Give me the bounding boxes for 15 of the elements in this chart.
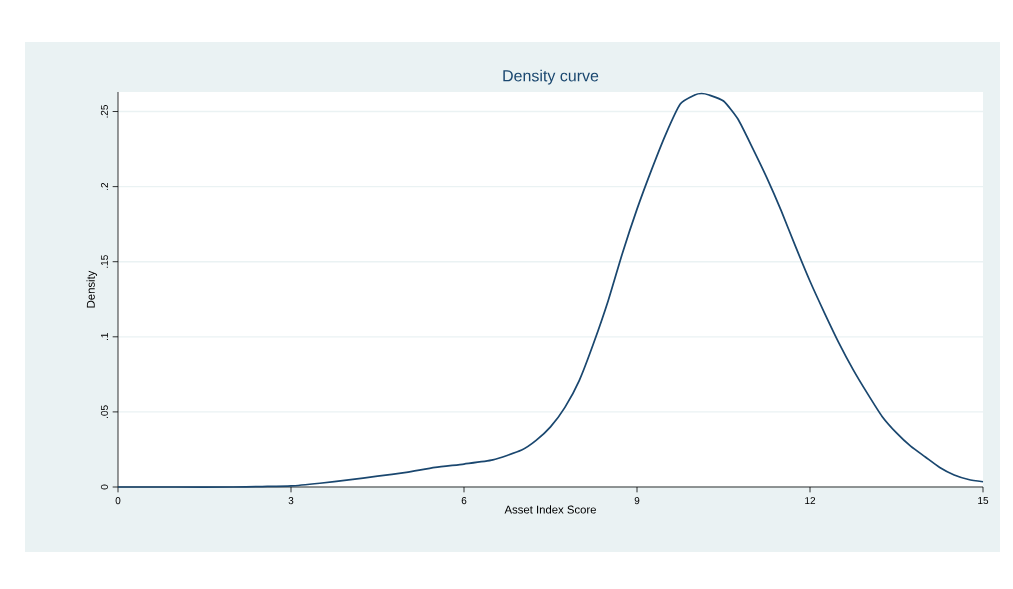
y-tick-label: .05 bbox=[100, 405, 108, 418]
y-tick-label: 0 bbox=[100, 484, 108, 490]
x-axis-title: Asset Index Score bbox=[504, 505, 596, 514]
x-tick-label: 15 bbox=[978, 497, 989, 505]
x-tick-label: 12 bbox=[805, 497, 816, 505]
x-tick-label: 0 bbox=[115, 497, 121, 505]
y-tick-label: .25 bbox=[100, 104, 108, 118]
x-tick-label: 6 bbox=[461, 497, 467, 505]
y-tick-label: .1 bbox=[101, 333, 108, 341]
chart-title: Density curve bbox=[503, 69, 599, 85]
y-tick-label: .2 bbox=[100, 182, 108, 190]
x-tick-label: 9 bbox=[634, 497, 640, 505]
x-tick-label: 3 bbox=[288, 497, 294, 505]
y-axis-title: Density bbox=[86, 270, 98, 308]
y-tick-label: .15 bbox=[100, 255, 108, 268]
